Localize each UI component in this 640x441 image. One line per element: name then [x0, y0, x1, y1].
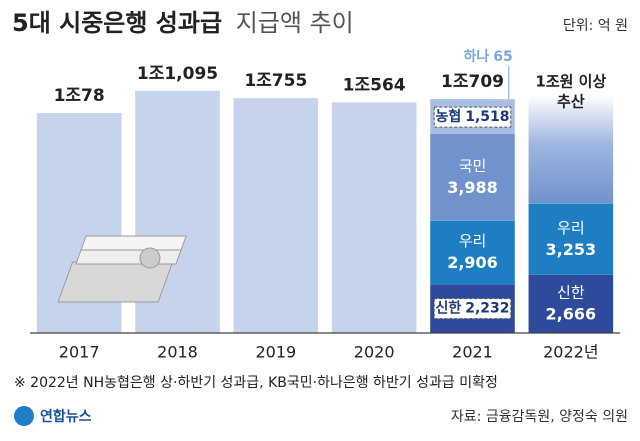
- money-illustration: [57, 235, 187, 303]
- x-tick-label: 2020: [354, 343, 395, 362]
- segment-value: 2,666: [546, 304, 597, 323]
- title-main: 5대 시중은행 성과급: [12, 9, 222, 37]
- source: 자료: 금융감독원, 양정숙 의원: [451, 409, 628, 425]
- bar-segment: [430, 133, 515, 221]
- segment-name: 신한: [435, 301, 461, 317]
- bar-segment: [430, 99, 515, 101]
- segment-label: 하나 65: [464, 48, 513, 65]
- segment-value: 65: [493, 49, 512, 65]
- logo-text: 연합뉴스: [40, 408, 92, 425]
- bar: [331, 102, 417, 334]
- label-box: [433, 106, 512, 128]
- x-tick-label: 2019: [255, 343, 296, 362]
- segment-value: 2,232: [465, 301, 509, 317]
- segment-label: 농협 1,518: [435, 109, 509, 125]
- note: ※ 2022년 NH농협은행 상·하반기 성과급, KB국민·하나은행 하반기 …: [14, 375, 498, 391]
- estimate-segment: [528, 95, 614, 204]
- x-tick-label: 2022년: [543, 343, 598, 362]
- segment-name: 우리: [459, 232, 487, 250]
- total-label: 1조78: [54, 86, 105, 106]
- unit-label: 단위: 억 원: [563, 18, 628, 34]
- segment-value: 2,906: [447, 253, 498, 272]
- segment-value: 1,518: [465, 109, 509, 125]
- bar: [233, 98, 319, 334]
- total-label: 1조564: [343, 75, 406, 95]
- x-tick-label: 2018: [157, 343, 198, 362]
- bar-segment: [528, 203, 614, 275]
- segment-value: 3,988: [447, 178, 498, 197]
- total-label: 1조1,095: [137, 64, 218, 84]
- x-tick-label: 2021: [452, 343, 493, 362]
- segment-value: 3,253: [546, 240, 597, 259]
- label-box: [433, 298, 512, 320]
- logo: 연합뉴스: [14, 406, 92, 426]
- estimate-label: 1조원 이상: [535, 73, 606, 91]
- title-suffix: 지급액 추이: [236, 9, 354, 37]
- segment-name: 신한: [557, 283, 585, 301]
- segment-label: 신한 2,232: [435, 301, 509, 317]
- chart-title: 5대 시중은행 성과급 지급액 추이: [12, 9, 354, 37]
- total-label: 1조709: [441, 72, 504, 92]
- bar-segment: [430, 220, 515, 285]
- segment-name: 하나: [464, 48, 490, 65]
- segment-name: 농협: [435, 109, 461, 125]
- segment-name: 우리: [557, 219, 585, 237]
- segment-name: 국민: [459, 157, 487, 175]
- x-tick-label: 2017: [59, 343, 100, 362]
- estimate-label: 추산: [557, 93, 585, 111]
- plot-area: 2017 1조78 2018 1조1,095 2019 1조755 2020 1조564 202…: [36, 48, 614, 362]
- bar-segment: [528, 274, 614, 333]
- total-label: 1조755: [244, 71, 307, 91]
